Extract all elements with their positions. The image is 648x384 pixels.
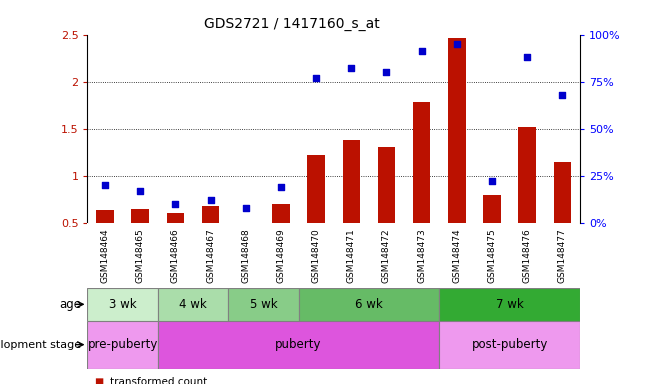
Text: 3 wk: 3 wk (109, 298, 137, 311)
Point (276, 184, 286, 190)
Text: ■: ■ (94, 377, 103, 384)
Bar (87, 321, 158, 369)
Bar (307, 155, 325, 223)
Bar (483, 195, 501, 223)
Point (346, 65, 356, 71)
Bar (202, 206, 220, 223)
Text: 7 wk: 7 wk (496, 298, 524, 311)
Text: development stage: development stage (0, 339, 81, 350)
Bar (518, 127, 536, 223)
Text: GSM148469: GSM148469 (277, 228, 286, 283)
Bar (299, 288, 439, 321)
Text: GSM148464: GSM148464 (100, 228, 110, 283)
Text: GSM148470: GSM148470 (312, 228, 321, 283)
Bar (158, 321, 439, 369)
Text: GSM148475: GSM148475 (487, 228, 496, 283)
Text: GSM148473: GSM148473 (417, 228, 426, 283)
Bar (553, 162, 571, 223)
Text: 4 wk: 4 wk (179, 298, 207, 311)
Bar (439, 321, 580, 369)
Bar (272, 204, 290, 223)
Bar (158, 288, 228, 321)
Bar (87, 288, 158, 321)
Text: 6 wk: 6 wk (355, 298, 383, 311)
Point (100, 182, 110, 188)
Point (240, 205, 251, 211)
Text: GSM148472: GSM148472 (382, 228, 391, 283)
Text: age: age (59, 298, 81, 311)
Text: post-puberty: post-puberty (471, 338, 548, 351)
Text: GSM148474: GSM148474 (452, 228, 461, 283)
Bar (228, 288, 299, 321)
Text: pre-puberty: pre-puberty (87, 338, 158, 351)
Text: transformed count: transformed count (110, 377, 207, 384)
Text: GDS2721 / 1417160_s_at: GDS2721 / 1417160_s_at (203, 17, 380, 31)
Text: GSM148467: GSM148467 (206, 228, 215, 283)
Point (417, 48, 427, 55)
Point (381, 69, 391, 75)
Bar (378, 147, 395, 223)
Text: GSM148465: GSM148465 (135, 228, 145, 283)
Text: 5 wk: 5 wk (249, 298, 277, 311)
Text: GSM148477: GSM148477 (558, 228, 567, 283)
Point (205, 197, 216, 203)
Point (452, 41, 462, 47)
Bar (448, 38, 466, 223)
Bar (439, 288, 580, 321)
Bar (97, 210, 114, 223)
Point (487, 178, 497, 184)
Bar (167, 214, 184, 223)
Point (311, 75, 321, 81)
Text: GSM148466: GSM148466 (171, 228, 180, 283)
Point (170, 201, 181, 207)
Bar (132, 209, 149, 223)
Point (522, 54, 533, 60)
Text: GSM148476: GSM148476 (523, 228, 532, 283)
Text: puberty: puberty (275, 338, 322, 351)
Point (135, 188, 145, 194)
Text: GSM148471: GSM148471 (347, 228, 356, 283)
Bar (343, 140, 360, 223)
Text: GSM148468: GSM148468 (241, 228, 250, 283)
Bar (413, 102, 430, 223)
Point (557, 92, 568, 98)
